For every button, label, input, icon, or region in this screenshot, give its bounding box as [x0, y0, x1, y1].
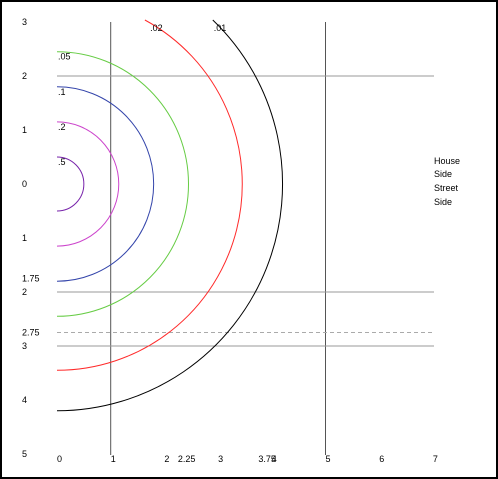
x-tick-4: 4	[272, 454, 277, 464]
series-label-p05: .05	[58, 52, 71, 62]
y-tick-neg1: 1	[22, 125, 27, 135]
series-label-p02: .02	[150, 23, 163, 33]
series-label-p1: .1	[58, 87, 66, 97]
annotation-street: Street	[434, 183, 459, 193]
x-tick-6: 6	[379, 454, 384, 464]
contour-p01	[56, 19, 283, 412]
contour-p05	[56, 51, 190, 317]
y-tick-1_75: 1.75	[22, 274, 40, 284]
contour-p1	[56, 86, 155, 282]
y-tick-1: 1	[22, 233, 27, 243]
series-label-p01: .01	[214, 23, 227, 33]
y-tick-0: 0	[22, 179, 27, 189]
y-tick-2: 2	[22, 287, 27, 297]
annotation-side-1: Side	[434, 169, 452, 179]
series-label-p5: .5	[58, 157, 66, 167]
grid-lines	[57, 22, 434, 455]
annotation-side-2: Side	[434, 197, 452, 207]
y-tick-neg3: 3	[22, 17, 27, 27]
y-tick-5: 5	[22, 449, 27, 459]
y-tick-4: 4	[22, 395, 27, 405]
contour-curves: .01 .02 .05 .1 .2 .5	[56, 19, 283, 412]
x-tick-7: 7	[433, 454, 438, 464]
series-label-p2: .2	[58, 122, 66, 132]
contour-p2	[56, 121, 120, 247]
annotation-house: House	[434, 156, 460, 166]
side-annotation: House Side Street Side	[434, 156, 460, 207]
x-tick-3: 3	[218, 454, 223, 464]
contour-p5	[56, 156, 85, 212]
x-tick-2_25: 2.25	[178, 454, 196, 464]
y-tick-neg2: 2	[22, 71, 27, 81]
x-tick-1: 1	[111, 454, 116, 464]
y-tick-2_75: 2.75	[22, 328, 40, 338]
contour-p02	[56, 19, 243, 371]
x-tick-3_75: 3.75	[258, 454, 276, 464]
y-tick-3: 3	[22, 341, 27, 351]
x-tick-0: 0	[57, 454, 62, 464]
x-tick-2: 2	[164, 454, 169, 464]
x-tick-5: 5	[326, 454, 331, 464]
